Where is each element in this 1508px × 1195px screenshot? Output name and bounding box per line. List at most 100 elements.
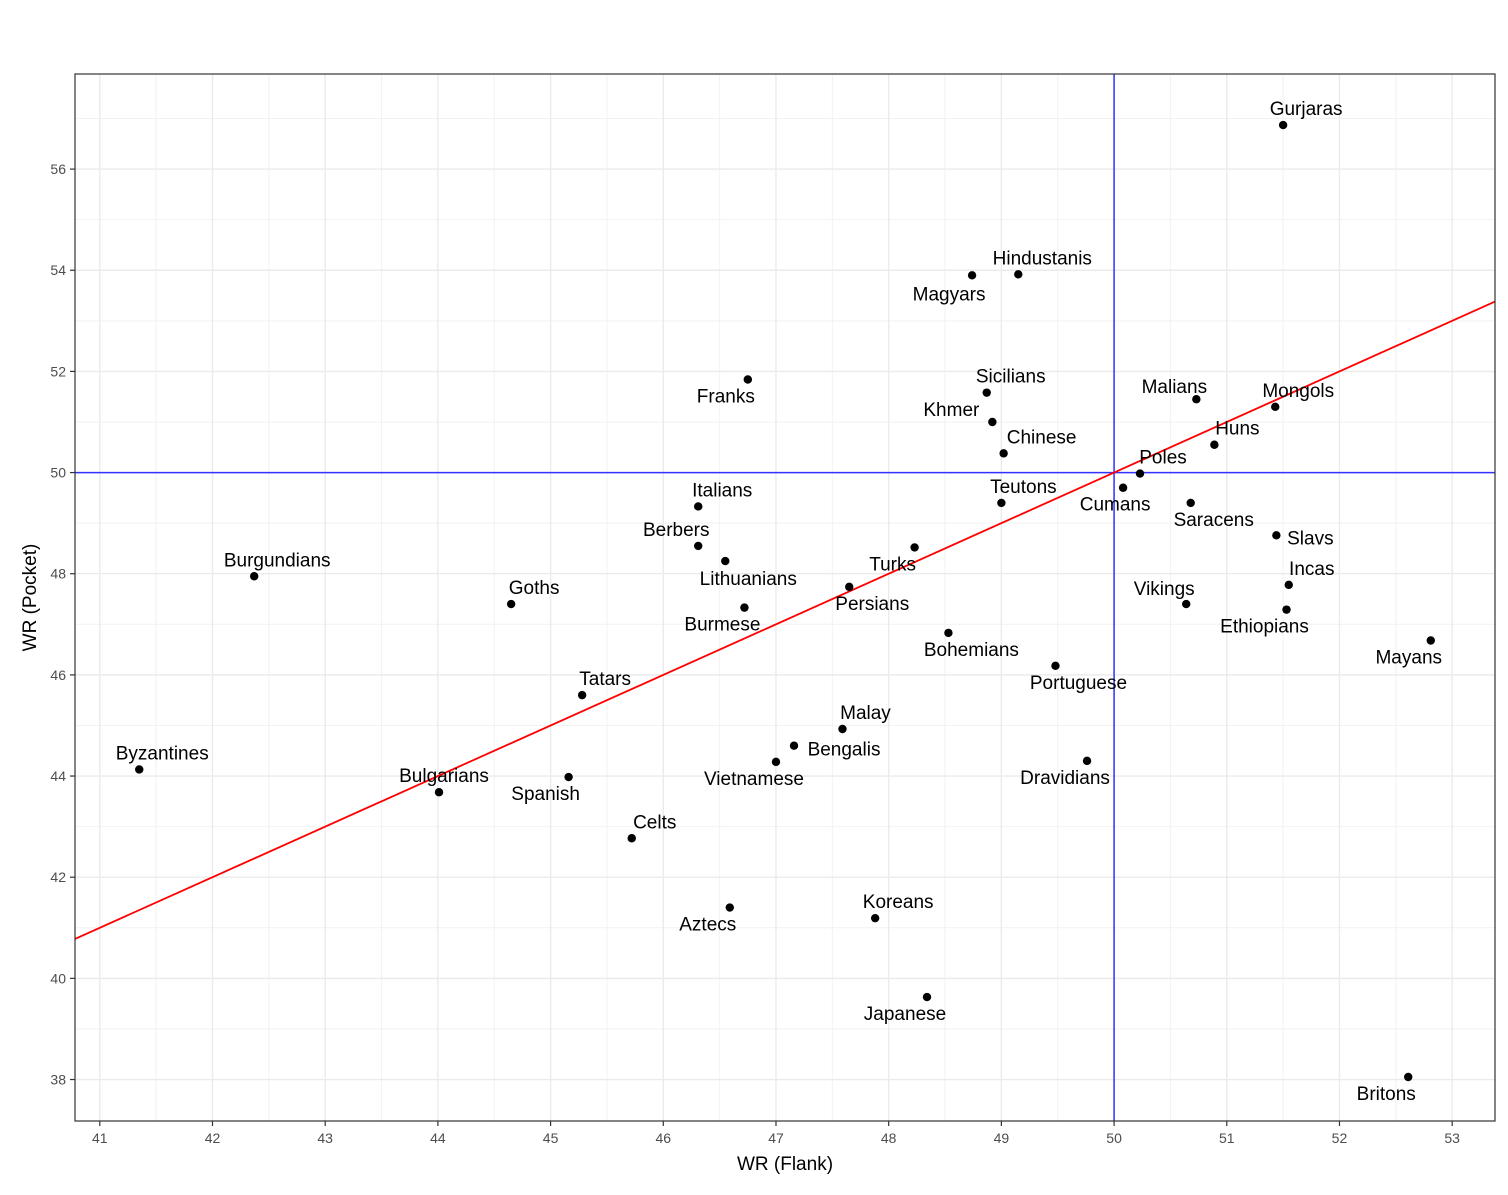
point-label-celts: Celts	[633, 812, 676, 833]
point-byzantines	[135, 765, 144, 774]
point-label-hindustanis: Hindustanis	[993, 248, 1092, 269]
point-label-dravidians: Dravidians	[1020, 768, 1110, 789]
y-tick-label: 52	[50, 363, 66, 379]
point-label-vietnamese: Vietnamese	[704, 769, 804, 790]
point-label-turks: Turks	[869, 554, 916, 575]
y-tick-label: 54	[50, 262, 66, 278]
point-gurjaras	[1278, 120, 1288, 130]
x-tick-label: 44	[430, 1130, 446, 1146]
point-label-italians: Italians	[692, 480, 752, 501]
y-tick-label: 48	[50, 566, 66, 582]
point-label-byzantines: Byzantines	[116, 743, 209, 764]
y-tick-label: 42	[50, 869, 66, 885]
point-japanese	[922, 992, 932, 1002]
point-label-burgundians: Burgundians	[224, 550, 331, 571]
point-burgundians	[249, 572, 259, 581]
point-label-japanese: Japanese	[864, 1004, 946, 1025]
point-teutons	[997, 498, 1006, 508]
point-label-tatars: Tatars	[579, 669, 631, 690]
y-axis-title: WR (Pocket)	[20, 544, 41, 652]
point-bengalis	[789, 741, 799, 750]
trend-line	[74, 300, 1496, 940]
point-malians	[1192, 395, 1201, 404]
point-label-chinese: Chinese	[1007, 427, 1077, 448]
point-label-bohemians: Bohemians	[924, 640, 1019, 661]
point-label-teutons: Teutons	[990, 477, 1057, 498]
point-sicilians	[982, 388, 991, 397]
point-dravidians	[1082, 756, 1092, 766]
points-layer	[135, 120, 1435, 1082]
point-chinese	[999, 449, 1008, 458]
point-ethiopians	[1282, 605, 1291, 614]
x-tick-label: 46	[655, 1130, 671, 1146]
point-label-berbers: Berbers	[643, 520, 710, 541]
point-label-franks: Franks	[697, 387, 755, 408]
point-label-huns: Huns	[1215, 419, 1259, 440]
point-label-burmese: Burmese	[684, 615, 760, 636]
x-tick-label: 52	[1332, 1130, 1348, 1146]
point-huns	[1210, 440, 1219, 449]
trend-line-layer	[74, 300, 1496, 940]
point-labels-layer: Gurjaras Hindustanis Magyars Franks Sicilian…	[116, 99, 1442, 1105]
point-franks	[743, 375, 753, 384]
point-label-aztecs: Aztecs	[679, 915, 736, 936]
point-label-saracens: Saracens	[1174, 510, 1254, 531]
point-label-mongols: Mongols	[1262, 381, 1334, 402]
point-cumans	[1118, 483, 1128, 492]
x-tick-label: 41	[92, 1130, 108, 1146]
x-tick-label: 48	[881, 1130, 897, 1146]
point-label-goths: Goths	[509, 578, 560, 599]
x-tick-label: 53	[1444, 1130, 1460, 1146]
point-britons	[1404, 1072, 1413, 1082]
point-italians	[694, 502, 703, 511]
x-axis-title: WR (Flank)	[737, 1154, 833, 1175]
point-persians	[845, 582, 854, 592]
point-label-portuguese: Portuguese	[1030, 673, 1127, 694]
point-slavs	[1272, 531, 1281, 540]
point-label-persians: Persians	[835, 594, 909, 615]
x-tick-label: 45	[543, 1130, 559, 1146]
point-label-koreans: Koreans	[863, 892, 934, 913]
x-tick-label: 42	[205, 1130, 221, 1146]
x-tick-label: 51	[1219, 1130, 1235, 1146]
point-portuguese	[1051, 661, 1060, 670]
point-label-incas: Incas	[1289, 559, 1334, 580]
point-lithuanians	[721, 556, 730, 566]
point-vikings	[1182, 599, 1191, 609]
x-tick-label: 43	[317, 1130, 333, 1146]
point-berbers	[694, 541, 703, 551]
point-vietnamese	[771, 757, 781, 767]
point-spanish	[564, 772, 573, 782]
point-koreans	[870, 913, 880, 923]
point-bulgarians	[434, 788, 444, 797]
y-tick-label: 46	[50, 667, 66, 683]
point-label-malians: Malians	[1142, 377, 1207, 398]
point-turks	[910, 543, 919, 552]
point-aztecs	[725, 903, 734, 912]
point-khmer	[988, 417, 997, 427]
point-label-mayans: Mayans	[1375, 647, 1442, 668]
x-tick-label: 47	[768, 1130, 784, 1146]
point-label-slavs: Slavs	[1287, 528, 1333, 549]
point-bohemians	[944, 628, 953, 638]
point-label-ethiopians: Ethiopians	[1220, 617, 1309, 638]
y-tick-label: 50	[50, 465, 66, 481]
point-label-gurjaras: Gurjaras	[1270, 99, 1343, 120]
y-tick-label: 56	[50, 161, 66, 177]
point-burmese	[740, 603, 749, 612]
y-tick-label: 40	[50, 970, 66, 986]
point-hindustanis	[1014, 270, 1023, 279]
y-tick-label: 38	[50, 1072, 66, 1088]
x-tick-label: 50	[1106, 1130, 1122, 1146]
reference-lines	[75, 74, 1495, 1121]
point-poles	[1135, 469, 1145, 478]
point-label-britons: Britons	[1357, 1084, 1416, 1105]
point-label-vikings: Vikings	[1134, 579, 1195, 600]
point-label-spanish: Spanish	[511, 784, 580, 805]
point-label-bulgarians: Bulgarians	[399, 766, 489, 787]
axis-ticks: 41 42 43 44 45 46 47 48 49 50 51 52 53 38 40 42 44 46 48 50…	[50, 161, 1460, 1146]
point-label-sicilians: Sicilians	[976, 367, 1046, 388]
point-goths	[506, 599, 516, 609]
point-mongols	[1271, 402, 1280, 412]
